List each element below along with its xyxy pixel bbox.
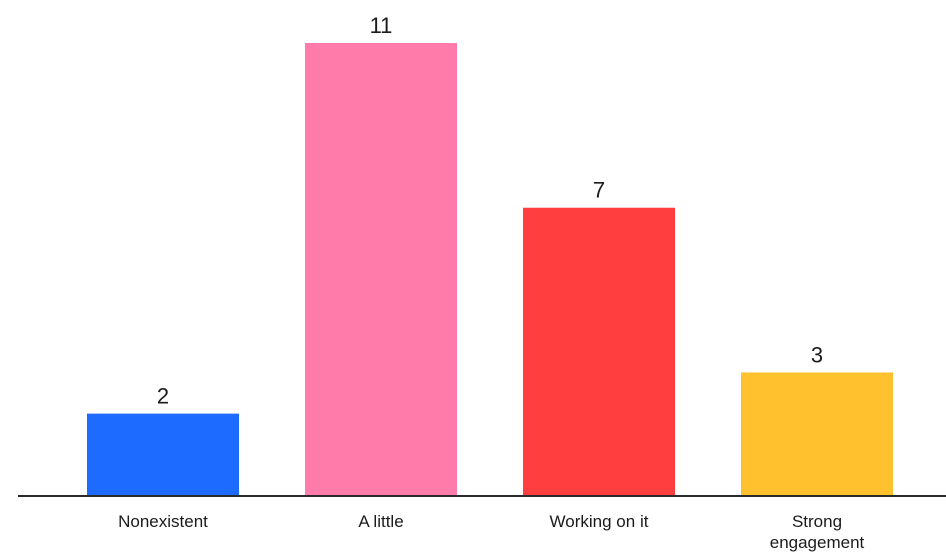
category-labels-group: Nonexistent A little Working on it Strong en… [118,512,864,552]
bars-group [87,43,893,496]
bar-a-little [305,43,457,496]
bar-nonexistent [87,413,239,496]
bar-working-on-it [523,207,675,496]
value-label-nonexistent: 2 [157,384,169,409]
category-label-strong-engagement: Strong engagement [770,512,865,552]
value-labels-group: 2 11 7 3 [157,13,823,409]
bar-strong-engagement [741,372,893,496]
category-label-working-on-it: Working on it [550,512,649,531]
value-label-a-little: 11 [370,13,393,38]
category-label-nonexistent: Nonexistent [118,512,208,531]
value-label-strong-engagement: 3 [811,342,823,367]
value-label-working-on-it: 7 [593,178,605,203]
category-label-a-little: A little [358,512,403,531]
